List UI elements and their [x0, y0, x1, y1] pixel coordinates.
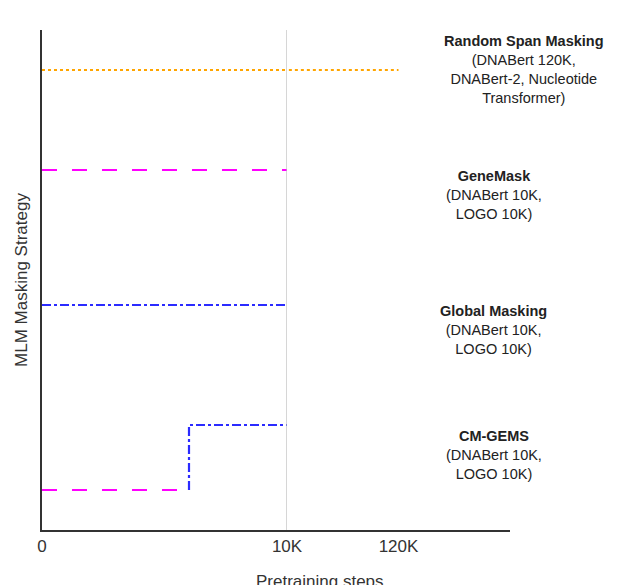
svg-text:CM-GEMS(DNABert 10K,LOGO 10K): CM-GEMS(DNABert 10K,LOGO 10K) — [446, 428, 542, 482]
svg-text:GeneMask(DNABert 10K,LOGO 10K): GeneMask(DNABert 10K,LOGO 10K) — [446, 168, 542, 222]
svg-text:10K: 10K — [272, 537, 303, 556]
svg-text:Pretraining steps: Pretraining steps — [256, 572, 384, 585]
svg-text:Random Span Masking(DNABert 12: Random Span Masking(DNABert 120K,DNABert… — [444, 33, 604, 106]
svg-text:120K: 120K — [379, 537, 419, 556]
svg-text:Global Masking(DNABert 10K,LOG: Global Masking(DNABert 10K,LOGO 10K) — [440, 303, 547, 357]
svg-text:0: 0 — [37, 537, 46, 556]
svg-text:MLM Masking Strategy: MLM Masking Strategy — [12, 193, 31, 367]
